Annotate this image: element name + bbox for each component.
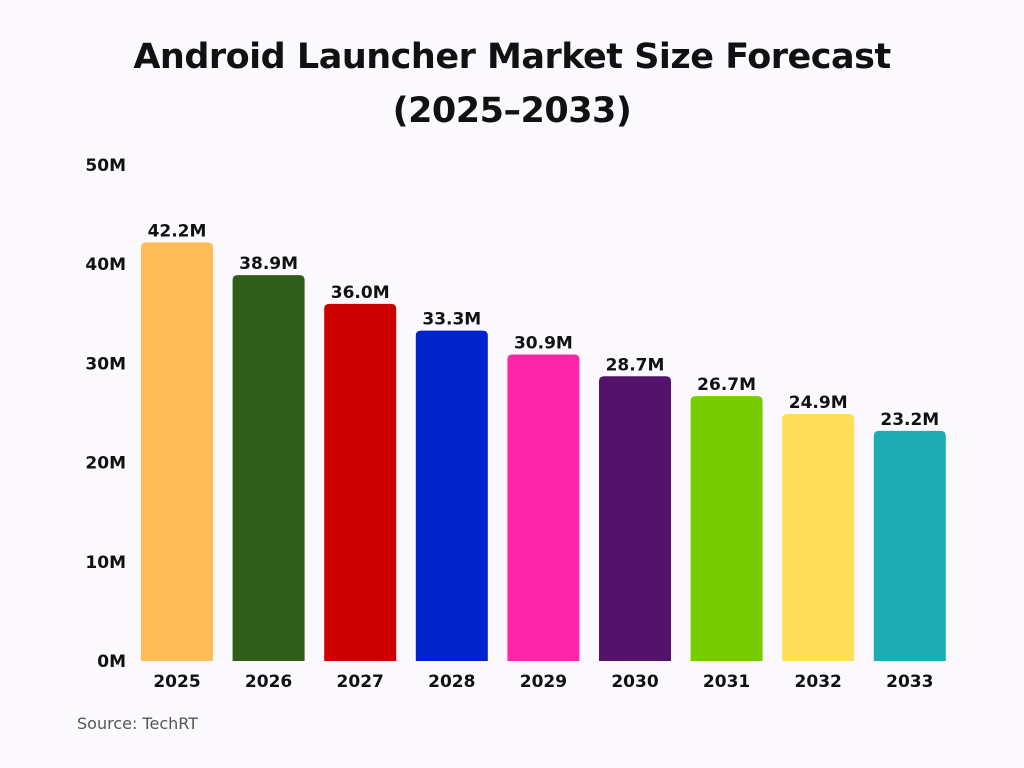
bar-2031: [690, 396, 763, 661]
x-tick-label: 2026: [245, 672, 292, 692]
y-tick-label: 20M: [85, 454, 126, 474]
bar-2025: [141, 242, 213, 661]
data-label: 28.7M: [606, 355, 665, 375]
x-tick-label: 2033: [886, 672, 933, 692]
x-tick-label: 2031: [703, 672, 750, 692]
source-note: Source: TechRT: [77, 714, 198, 733]
data-label: 38.9M: [239, 254, 298, 274]
y-tick-label: 0M: [97, 652, 126, 672]
chart-title: Android Launcher Market Size Forecast (2…: [0, 30, 1024, 138]
bar-2029: [507, 354, 580, 661]
data-label: 26.7M: [697, 375, 756, 395]
chart-title-line-2: (2025–2033): [392, 91, 632, 131]
data-label: 42.2M: [148, 221, 207, 241]
x-tick-label: 2029: [520, 672, 567, 692]
data-label: 30.9M: [514, 333, 573, 353]
y-tick-label: 10M: [85, 553, 126, 573]
x-tick-label: 2032: [795, 672, 842, 692]
bar-2028: [415, 330, 488, 661]
bar-2033: [873, 430, 946, 661]
y-tick-label: 30M: [85, 354, 126, 374]
x-tick-label: 2028: [428, 672, 475, 692]
bar-2026: [232, 275, 305, 661]
data-label: 36.0M: [331, 283, 390, 303]
data-label: 23.2M: [880, 410, 939, 430]
bar-2030: [599, 376, 671, 661]
data-label: 33.3M: [422, 310, 481, 330]
chart-title-line-1: Android Launcher Market Size Forecast: [133, 37, 891, 77]
data-label: 24.9M: [789, 393, 848, 413]
x-tick-label: 2030: [611, 672, 658, 692]
x-tick-label: 2025: [153, 672, 200, 692]
bar-2032: [782, 413, 855, 661]
x-tick-label: 2027: [337, 672, 384, 692]
y-tick-label: 40M: [85, 255, 126, 275]
bar-2027: [324, 303, 397, 661]
y-tick-label: 50M: [85, 156, 126, 176]
